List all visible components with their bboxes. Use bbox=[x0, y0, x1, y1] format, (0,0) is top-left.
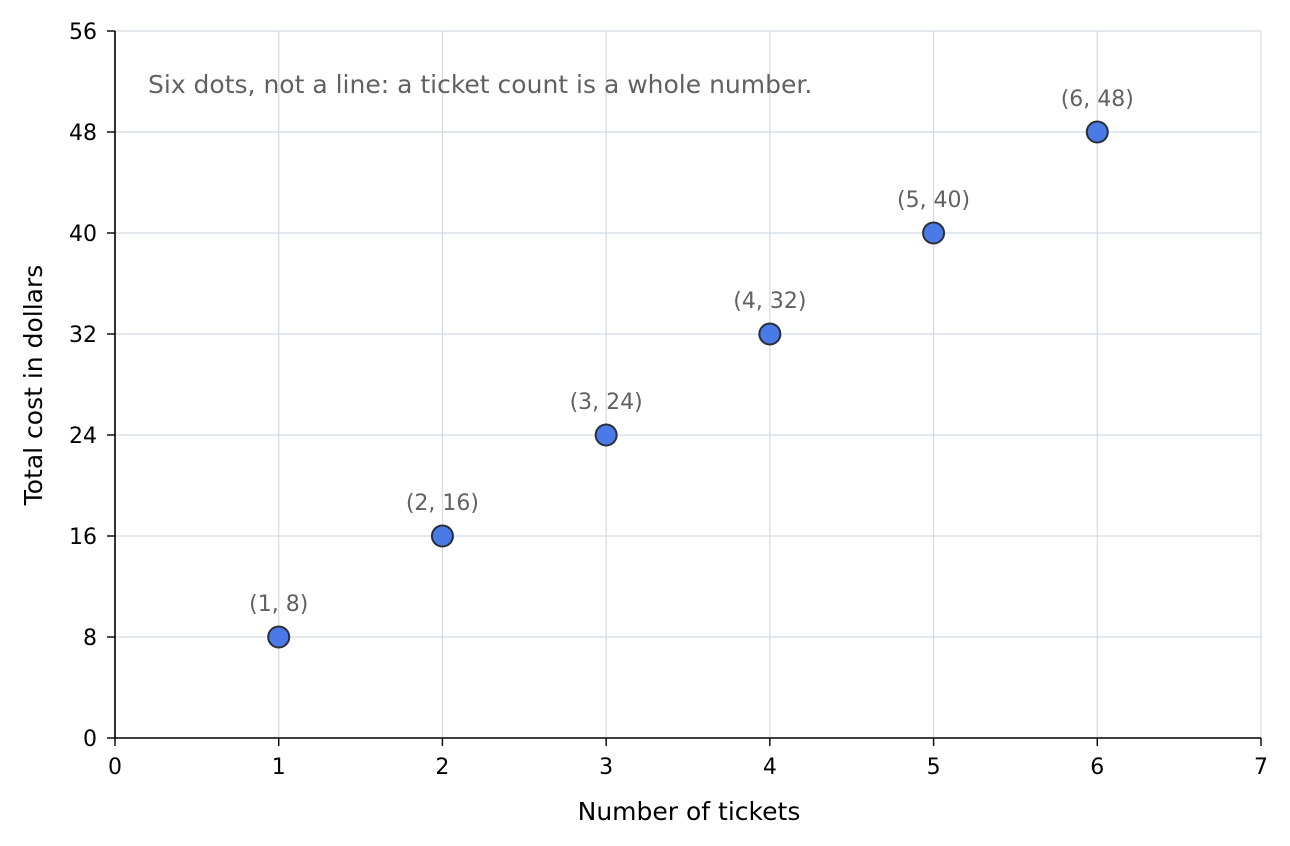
y-tick-label-4: 32 bbox=[69, 323, 97, 348]
y-tick-label-6: 48 bbox=[69, 121, 97, 146]
data-point-3 bbox=[594, 423, 618, 447]
data-point-6 bbox=[1085, 120, 1109, 144]
data-label-1: (1, 8) bbox=[249, 592, 308, 617]
x-tick-label-2: 2 bbox=[435, 755, 449, 780]
x-tick-label-1: 1 bbox=[272, 755, 286, 780]
y-tick-label-0: 0 bbox=[83, 727, 97, 752]
y-tick-label-3: 24 bbox=[69, 424, 97, 449]
data-points bbox=[267, 120, 1109, 649]
x-tick-label-0: 0 bbox=[108, 755, 122, 780]
x-tick-label-5: 5 bbox=[927, 755, 941, 780]
data-label-2: (2, 16) bbox=[406, 491, 479, 516]
chart-annotation: Six dots, not a line: a ticket count is … bbox=[148, 70, 812, 99]
axes bbox=[114, 31, 1261, 739]
data-point-2 bbox=[430, 524, 454, 548]
y-tick-label-7: 56 bbox=[69, 20, 97, 45]
data-label-3: (3, 24) bbox=[570, 390, 643, 415]
data-label-4: (4, 32) bbox=[733, 289, 806, 314]
x-tick-label-7: 7 bbox=[1254, 755, 1268, 780]
data-point-1 bbox=[267, 625, 291, 649]
y-tick-label-2: 16 bbox=[69, 525, 97, 550]
x-tick-label-6: 6 bbox=[1090, 755, 1104, 780]
y-axis-label: Total cost in dollars bbox=[19, 265, 48, 507]
data-point-4 bbox=[758, 322, 782, 346]
y-tick-label-5: 40 bbox=[69, 222, 97, 247]
x-tick-label-4: 4 bbox=[763, 755, 777, 780]
y-tick-label-1: 8 bbox=[83, 626, 97, 651]
x-axis-label: Number of tickets bbox=[578, 797, 801, 826]
data-labels: (1, 8) (2, 16) (3, 24) (4, 32) (5, 40) (6, 48… bbox=[249, 87, 1134, 617]
grid-lines bbox=[115, 30, 1262, 738]
data-label-5: (5, 40) bbox=[897, 188, 970, 213]
data-label-6: (6, 48) bbox=[1061, 87, 1134, 112]
x-tick-label-3: 3 bbox=[599, 755, 613, 780]
data-point-5 bbox=[922, 221, 946, 245]
